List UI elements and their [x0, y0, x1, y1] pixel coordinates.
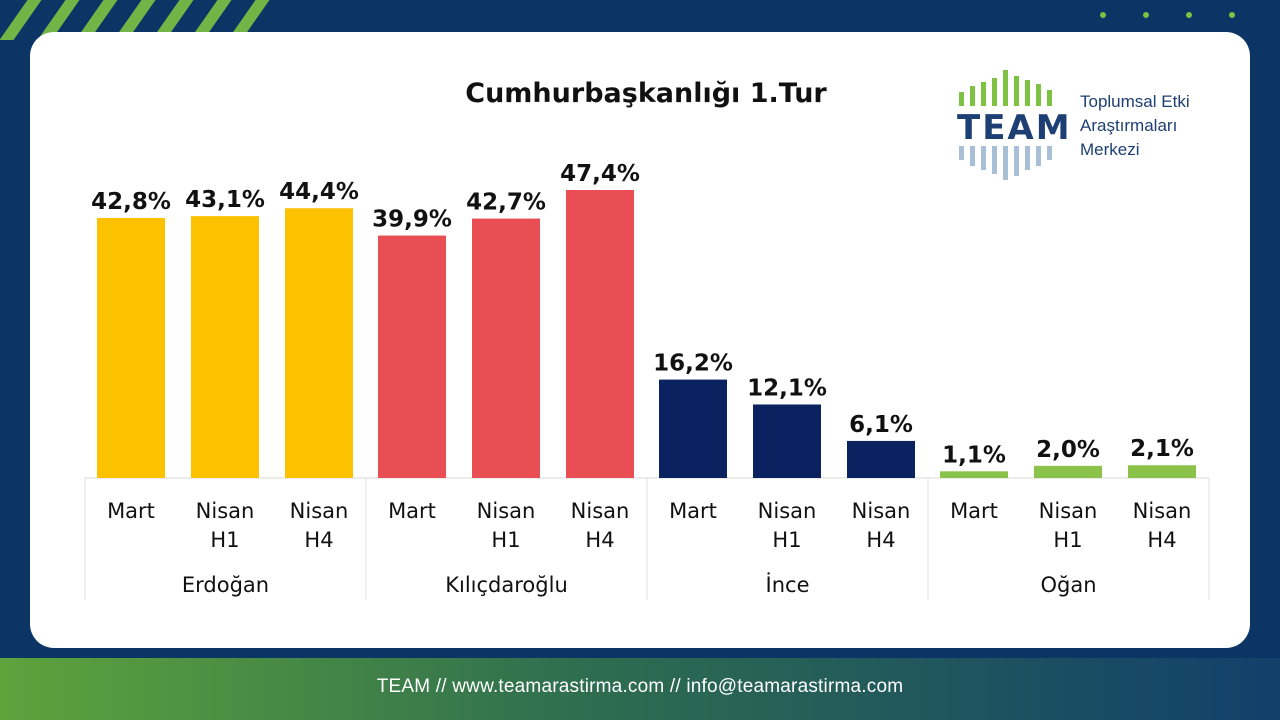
- x-tick-label: Mart: [388, 499, 436, 523]
- bar: [940, 471, 1008, 478]
- logo-bars-icon: [959, 70, 1052, 180]
- x-tick-label: H1: [772, 528, 801, 552]
- x-tick-label: H4: [304, 528, 333, 552]
- bar: [378, 235, 446, 478]
- data-label: 43,1%: [185, 187, 265, 213]
- data-label: 12,1%: [747, 375, 827, 401]
- x-tick-label: Nisan: [477, 499, 536, 523]
- bar: [566, 190, 634, 478]
- data-label: 1,1%: [942, 442, 1006, 468]
- bar: [285, 208, 353, 478]
- data-label: 6,1%: [849, 412, 913, 438]
- logo-subtitle-line1: Toplumsal Etki: [1080, 92, 1190, 111]
- x-tick-label: H4: [585, 528, 614, 552]
- logo-wordmark: TEAM: [957, 108, 1072, 148]
- footer-contact-text: TEAM // www.teamarastirma.com // info@te…: [376, 676, 904, 697]
- x-tick-label: Nisan: [1039, 499, 1098, 523]
- data-label: 47,4%: [560, 161, 640, 187]
- x-tick-label: Nisan: [196, 499, 255, 523]
- data-label: 2,1%: [1130, 436, 1194, 462]
- bar: [97, 217, 165, 478]
- data-label: 39,9%: [372, 207, 452, 233]
- bar: [753, 404, 821, 478]
- chart-title: Cumhurbaşkanlığı 1.Tur: [465, 78, 827, 109]
- data-label: 16,2%: [653, 351, 733, 377]
- x-tick-label: Mart: [669, 499, 717, 523]
- data-label: 42,7%: [466, 190, 546, 216]
- data-label: 2,0%: [1036, 437, 1100, 463]
- bar: [847, 440, 915, 478]
- x-tick-label: H1: [210, 528, 239, 552]
- x-tick-label: Nisan: [1133, 499, 1192, 523]
- bar: [1034, 465, 1102, 478]
- x-tick-label: Nisan: [852, 499, 911, 523]
- group-label: Kılıçdaroğlu: [445, 573, 568, 597]
- group-label: Erdoğan: [182, 573, 269, 597]
- x-tick-label: Nisan: [290, 499, 349, 523]
- bar: [191, 216, 259, 478]
- bar: [659, 379, 727, 478]
- footer-band: [0, 658, 1280, 720]
- group-label: İnce: [766, 572, 810, 597]
- x-tick-label: H1: [1053, 528, 1082, 552]
- x-tick-label: Mart: [107, 499, 155, 523]
- x-tick-label: Nisan: [571, 499, 630, 523]
- x-tick-label: H4: [866, 528, 895, 552]
- group-label: Oğan: [1040, 573, 1096, 597]
- logo-subtitle-line2: Araştırmaları: [1080, 116, 1178, 135]
- data-label: 42,8%: [91, 189, 171, 215]
- bar: [1128, 465, 1196, 478]
- x-tick-label: Nisan: [758, 499, 817, 523]
- data-label: 44,4%: [279, 179, 359, 205]
- logo-subtitle-line3: Merkezi: [1080, 140, 1140, 159]
- x-tick-label: H4: [1147, 528, 1176, 552]
- team-logo: TEAM Toplumsal Etki Araştırmaları Merkez…: [955, 70, 1235, 185]
- bar: [472, 218, 540, 479]
- x-tick-label: Mart: [950, 499, 998, 523]
- x-tick-label: H1: [491, 528, 520, 552]
